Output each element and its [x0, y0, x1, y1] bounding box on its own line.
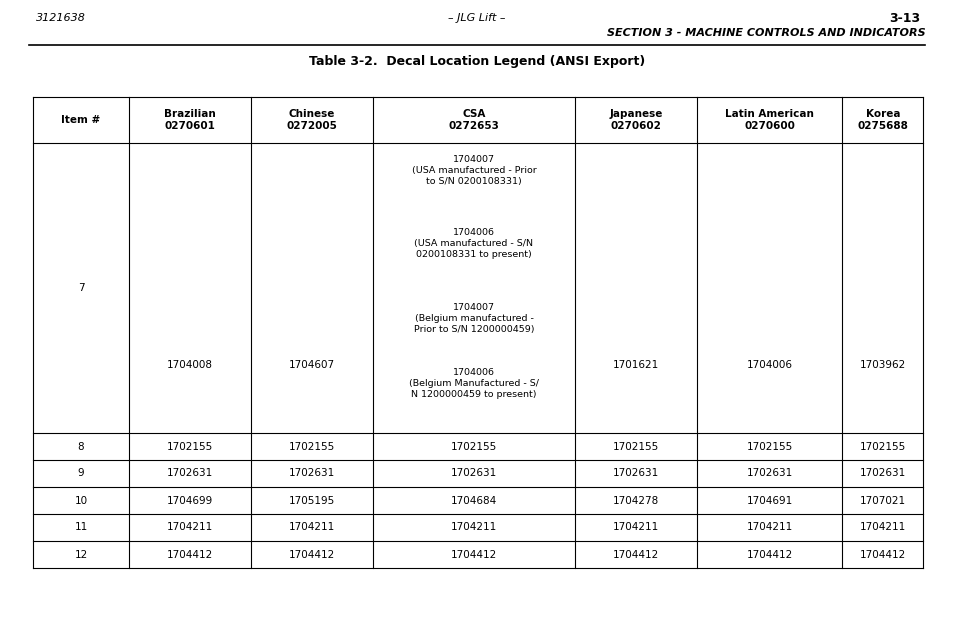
Text: SECTION 3 - MACHINE CONTROLS AND INDICATORS: SECTION 3 - MACHINE CONTROLS AND INDICAT…	[606, 28, 924, 38]
Text: Brazilian
0270601: Brazilian 0270601	[164, 109, 215, 131]
Text: 10: 10	[74, 496, 88, 506]
Text: 1704007
(USA manufactured - Prior
to S/N 0200108331): 1704007 (USA manufactured - Prior to S/N…	[411, 155, 536, 186]
Text: 1704211: 1704211	[859, 522, 905, 533]
Text: 1702631: 1702631	[746, 468, 792, 478]
Text: 3121638: 3121638	[36, 13, 86, 23]
Text: 1704211: 1704211	[613, 522, 659, 533]
Text: 1704006: 1704006	[746, 360, 792, 370]
Text: 1704006
(Belgium Manufactured - S/
N 1200000459 to present): 1704006 (Belgium Manufactured - S/ N 120…	[409, 368, 538, 399]
Text: Latin American
0270600: Latin American 0270600	[724, 109, 814, 131]
Text: 1704211: 1704211	[746, 522, 792, 533]
Text: 1704412: 1704412	[613, 549, 659, 559]
Text: 1704008: 1704008	[167, 360, 213, 370]
Text: 1702631: 1702631	[859, 468, 905, 478]
Text: – JLG Lift –: – JLG Lift –	[448, 13, 505, 23]
Text: 1704006
(USA manufactured - S/N
0200108331 to present): 1704006 (USA manufactured - S/N 02001083…	[414, 228, 533, 259]
Text: 1704007
(Belgium manufactured -
Prior to S/N 1200000459): 1704007 (Belgium manufactured - Prior to…	[414, 303, 534, 334]
Text: 1704607: 1704607	[288, 360, 335, 370]
Text: 1701621: 1701621	[613, 360, 659, 370]
Text: 1704412: 1704412	[167, 549, 213, 559]
Text: 1702631: 1702631	[613, 468, 659, 478]
Text: 1704412: 1704412	[859, 549, 905, 559]
Text: Item #: Item #	[61, 115, 100, 125]
Text: 1704278: 1704278	[613, 496, 659, 506]
Text: 1702155: 1702155	[613, 441, 659, 452]
Text: 1702155: 1702155	[167, 441, 213, 452]
Text: 1705195: 1705195	[288, 496, 335, 506]
Text: 1704691: 1704691	[746, 496, 792, 506]
Text: 1704211: 1704211	[451, 522, 497, 533]
Text: 1704684: 1704684	[451, 496, 497, 506]
Text: 9: 9	[77, 468, 84, 478]
Text: CSA
0272653: CSA 0272653	[448, 109, 498, 131]
Text: Japanese
0270602: Japanese 0270602	[609, 109, 662, 131]
Text: 1704699: 1704699	[167, 496, 213, 506]
Text: 1702631: 1702631	[288, 468, 335, 478]
Text: Korea
0275688: Korea 0275688	[857, 109, 907, 131]
Text: 1704412: 1704412	[746, 549, 792, 559]
Text: Table 3-2.  Decal Location Legend (ANSI Export): Table 3-2. Decal Location Legend (ANSI E…	[309, 55, 644, 68]
Text: Chinese
0272005: Chinese 0272005	[286, 109, 336, 131]
Text: 1702631: 1702631	[167, 468, 213, 478]
Text: 1704211: 1704211	[167, 522, 213, 533]
Text: 1702155: 1702155	[451, 441, 497, 452]
Text: 1702155: 1702155	[746, 441, 792, 452]
Text: 1703962: 1703962	[859, 360, 905, 370]
Text: 7: 7	[77, 283, 84, 293]
Text: 3-13: 3-13	[888, 12, 920, 25]
Text: 1707021: 1707021	[859, 496, 905, 506]
Text: 12: 12	[74, 549, 88, 559]
Text: 1704412: 1704412	[288, 549, 335, 559]
Text: 1702155: 1702155	[859, 441, 905, 452]
Text: 11: 11	[74, 522, 88, 533]
Text: 1704211: 1704211	[288, 522, 335, 533]
Text: 1702155: 1702155	[288, 441, 335, 452]
Text: 1702631: 1702631	[451, 468, 497, 478]
Text: 8: 8	[77, 441, 84, 452]
Text: 1704412: 1704412	[451, 549, 497, 559]
